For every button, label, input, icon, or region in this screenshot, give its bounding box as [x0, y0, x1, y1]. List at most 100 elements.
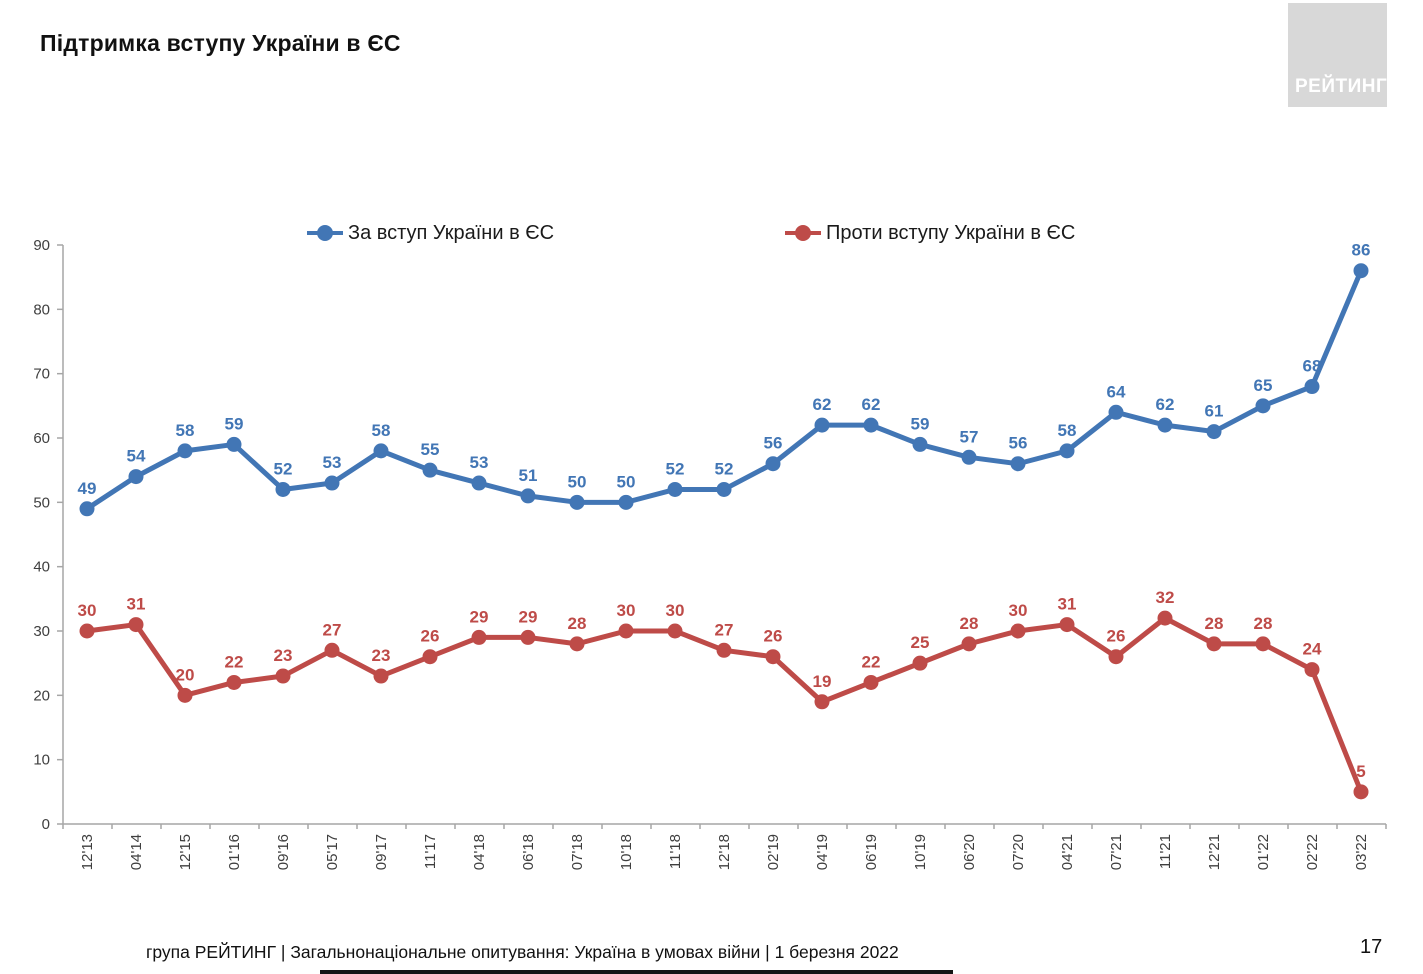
- support-data-label: 57: [960, 427, 979, 446]
- support-data-point: [1304, 379, 1320, 395]
- against-data-label: 29: [519, 607, 538, 626]
- support-data-point: [422, 462, 438, 478]
- against-data-label: 30: [1009, 601, 1028, 620]
- against-data-point: [128, 617, 144, 633]
- support-data-point: [373, 443, 389, 459]
- support-data-label: 54: [127, 447, 146, 466]
- support-data-point: [1108, 404, 1124, 420]
- against-data-label: 26: [1107, 627, 1126, 646]
- against-data-point: [177, 687, 193, 703]
- against-data-label: 28: [960, 614, 979, 633]
- support-data-label: 52: [715, 459, 734, 478]
- against-data-label: 25: [911, 633, 930, 652]
- y-axis-tick-label: 20: [33, 687, 50, 704]
- x-axis-category-label: 12'15: [177, 834, 194, 870]
- y-axis-tick-label: 0: [42, 816, 50, 833]
- support-data-point: [961, 449, 977, 465]
- x-axis-category-label: 06'19: [863, 834, 880, 870]
- against-data-point: [1304, 662, 1320, 678]
- against-data-point: [765, 649, 781, 665]
- against-data-point: [373, 668, 389, 684]
- support-data-label: 51: [519, 466, 538, 485]
- against-data-label: 5: [1356, 762, 1365, 781]
- against-data-label: 30: [666, 601, 685, 620]
- against-data-label: 23: [372, 646, 391, 665]
- support-data-point: [863, 417, 879, 433]
- x-axis-category-label: 12'18: [716, 834, 733, 870]
- support-data-point: [1255, 398, 1271, 414]
- against-data-point: [1255, 636, 1271, 652]
- x-axis-category-label: 04'21: [1059, 834, 1076, 870]
- x-axis-category-label: 01'22: [1255, 834, 1272, 870]
- x-axis-category-label: 09'16: [275, 834, 292, 870]
- support-data-label: 62: [862, 395, 881, 414]
- against-data-point: [716, 642, 732, 658]
- support-data-point: [1353, 263, 1369, 279]
- support-data-point: [1059, 443, 1075, 459]
- support-data-label: 61: [1205, 402, 1224, 421]
- against-data-label: 30: [617, 601, 636, 620]
- against-data-label: 22: [862, 652, 881, 671]
- against-series-marker-icon: [785, 219, 821, 247]
- x-axis-category-label: 06'20: [961, 834, 978, 870]
- support-data-point: [79, 501, 95, 517]
- chart-legend: За вступ України в ЄС Проти вступу Украї…: [0, 219, 1423, 247]
- support-data-point: [1206, 424, 1222, 440]
- x-axis-category-label: 12'21: [1206, 834, 1223, 870]
- x-axis-category-label: 10'18: [618, 834, 635, 870]
- against-data-point: [1353, 784, 1369, 800]
- support-data-label: 64: [1107, 382, 1126, 401]
- support-data-label: 58: [372, 421, 391, 440]
- support-data-label: 68: [1303, 357, 1322, 376]
- against-data-point: [667, 623, 683, 639]
- y-axis-tick-label: 80: [33, 301, 50, 318]
- against-data-point: [79, 623, 95, 639]
- x-axis-category-label: 07'21: [1108, 834, 1125, 870]
- support-data-label: 58: [1058, 421, 1077, 440]
- support-data-point: [177, 443, 193, 459]
- against-data-point: [1157, 610, 1173, 626]
- support-data-point: [1010, 456, 1026, 472]
- against-data-label: 22: [225, 652, 244, 671]
- against-data-point: [275, 668, 291, 684]
- support-series-marker-icon: [307, 219, 343, 247]
- against-data-label: 27: [323, 620, 342, 639]
- against-data-point: [814, 694, 830, 710]
- support-data-label: 62: [1156, 395, 1175, 414]
- x-axis-category-label: 04'18: [471, 834, 488, 870]
- support-data-point: [667, 481, 683, 497]
- against-data-label: 28: [568, 614, 587, 633]
- support-data-point: [716, 481, 732, 497]
- support-data-point: [912, 436, 928, 452]
- x-axis-category-label: 09'17: [373, 834, 390, 870]
- against-data-point: [863, 674, 879, 690]
- support-data-label: 59: [911, 414, 930, 433]
- support-data-label: 65: [1254, 376, 1273, 395]
- support-data-point: [520, 488, 536, 504]
- against-data-point: [520, 629, 536, 645]
- footer-source-text: група РЕЙТИНГ | Загальнонаціональне опит…: [146, 942, 899, 962]
- x-axis-category-label: 02'22: [1304, 834, 1321, 870]
- support-data-label: 56: [1009, 434, 1028, 453]
- against-data-point: [569, 636, 585, 652]
- against-data-label: 31: [1058, 595, 1077, 614]
- y-axis-tick-label: 60: [33, 430, 50, 447]
- support-data-label: 53: [323, 453, 342, 472]
- against-data-point: [1108, 649, 1124, 665]
- support-data-label: 59: [225, 414, 244, 433]
- x-axis-category-label: 05'17: [324, 834, 341, 870]
- against-data-point: [471, 629, 487, 645]
- legend-label-support: За вступ України в ЄС: [348, 221, 555, 244]
- against-data-point: [1059, 617, 1075, 633]
- support-data-point: [1157, 417, 1173, 433]
- support-data-label: 58: [176, 421, 195, 440]
- support-data-label: 52: [666, 459, 685, 478]
- x-axis-category-label: 04'19: [814, 834, 831, 870]
- x-axis-category-label: 12'13: [79, 834, 96, 870]
- against-data-point: [1206, 636, 1222, 652]
- support-data-label: 52: [274, 459, 293, 478]
- support-data-point: [765, 456, 781, 472]
- page-title: Підтримка вступу України в ЄС: [40, 30, 401, 56]
- x-axis-category-label: 11'17: [422, 834, 439, 869]
- x-axis-category-label: 11'18: [667, 834, 684, 869]
